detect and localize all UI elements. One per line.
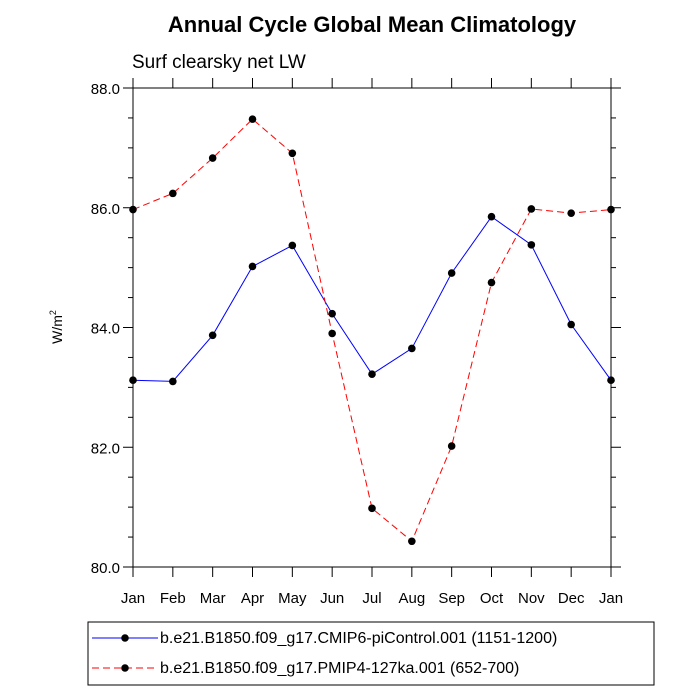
series-1-point: [607, 376, 615, 384]
y-tick-label: 86.0: [91, 201, 120, 218]
series-1-point: [567, 320, 575, 329]
series-1-point: [408, 344, 416, 353]
series-2-point: [248, 115, 257, 123]
series-1-point: [487, 212, 496, 221]
series-1-point: [208, 331, 217, 340]
series-2-point: [607, 205, 615, 214]
legend: b.e21.B1850.f09_g17.CMIP6-piControl.001 …: [87, 621, 655, 686]
y-tick-label: 82.0: [91, 440, 120, 457]
series-1-point: [129, 376, 137, 384]
x-tick-label: Apr: [241, 590, 264, 607]
x-tick-label: May: [278, 590, 307, 607]
series-2-point: [129, 205, 137, 214]
legend-box: [87, 621, 655, 686]
series-1-point: [368, 370, 376, 379]
y-axis-label-unit: W/m: [49, 315, 65, 344]
series-1-point: [288, 241, 297, 250]
legend-label-2: b.e21.B1850.f09_g17.PMIP4-127ka.001 (652…: [160, 660, 519, 677]
series-2-point: [368, 504, 376, 513]
x-tick-label: Feb: [160, 590, 186, 607]
x-tick-label: Mar: [200, 590, 226, 607]
plot-area: 80.0 82.0 84.0 86.0 88.0 Jan Feb Mar Apr May Jun Ju…: [91, 78, 623, 607]
legend-marker-2: [121, 664, 129, 672]
series-2-point: [447, 442, 456, 450]
legend-label-1: b.e21.B1850.f09_g17.CMIP6-piControl.001 …: [160, 630, 557, 647]
y-axis-label: W/m2: [48, 310, 65, 344]
x-tick-label: Jan: [599, 590, 623, 607]
series-2-point: [487, 278, 496, 287]
series-line-1: [132, 216, 612, 382]
series-2-point: [169, 189, 177, 198]
series-1-point: [328, 309, 336, 318]
y-tick-label: 84.0: [91, 321, 120, 338]
y-tick-label: 88.0: [91, 81, 120, 98]
series-layer: [129, 115, 615, 546]
series-2-point: [208, 154, 217, 162]
chart-title: Annual Cycle Global Mean Climatology: [168, 12, 577, 37]
x-tick-label: Sep: [438, 590, 465, 607]
x-tick-label: Oct: [480, 590, 504, 607]
series-line-2: [132, 118, 612, 543]
y-tick-label: 80.0: [91, 560, 120, 577]
series-2-point: [408, 537, 416, 546]
x-tick-label: Aug: [398, 590, 425, 607]
series-2-point: [288, 149, 297, 158]
plot-frame: [132, 87, 612, 568]
chart-subtitle: Surf clearsky net LW: [132, 52, 306, 73]
series-2-point: [527, 205, 536, 213]
series-2-point: [328, 329, 336, 338]
x-tick-label: Nov: [518, 590, 545, 607]
x-tick-label: Jul: [362, 590, 381, 607]
series-1-point: [527, 241, 536, 249]
x-tick-label: Jun: [320, 590, 344, 607]
x-tick-label: Jan: [121, 590, 145, 607]
series-1-point: [169, 377, 177, 386]
y-axis-label-superscript: 2: [48, 310, 58, 315]
x-tick-label: Dec: [558, 590, 585, 607]
legend-marker-1: [121, 634, 129, 642]
series-1-point: [248, 262, 257, 271]
series-2-point: [567, 209, 575, 217]
series-1-point: [447, 269, 456, 277]
